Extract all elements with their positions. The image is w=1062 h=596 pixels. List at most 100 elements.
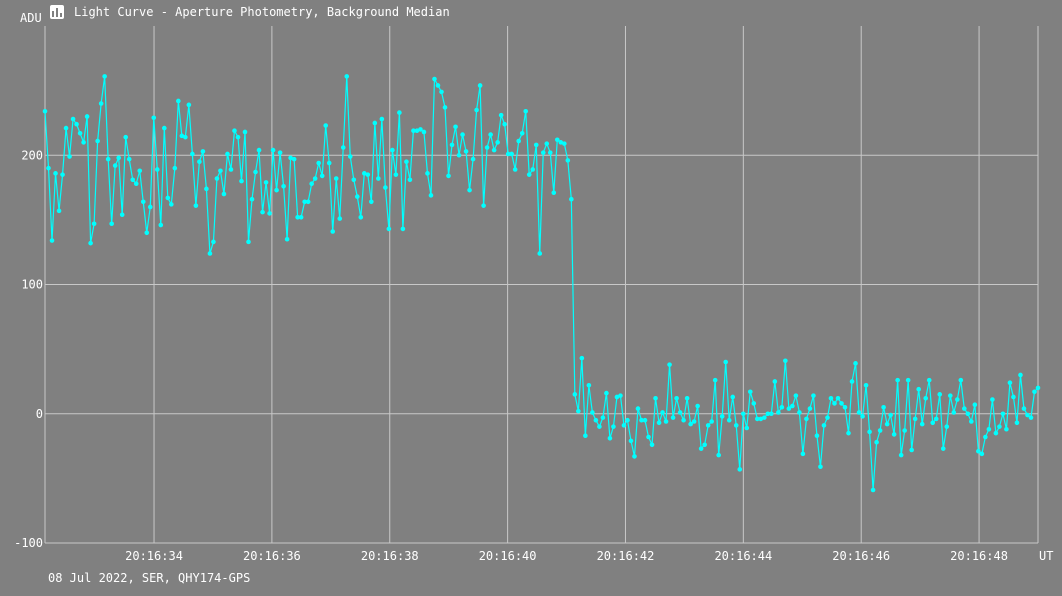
data-point: [326, 160, 332, 166]
data-point: [898, 452, 904, 458]
data-point: [98, 101, 104, 106]
data-point: [235, 134, 241, 140]
data-point: [674, 395, 679, 401]
data-point: [176, 98, 181, 104]
data-point: [821, 423, 827, 428]
data-point: [628, 438, 634, 444]
data-point: [835, 395, 841, 401]
data-point: [95, 138, 100, 144]
data-point: [870, 487, 876, 493]
data-point: [965, 411, 971, 417]
data-point: [783, 358, 788, 364]
data-point: [881, 404, 886, 410]
data-point: [937, 392, 943, 397]
data-point: [916, 386, 921, 392]
data-point: [902, 428, 907, 433]
data-point: [933, 416, 939, 422]
data-point: [656, 420, 662, 426]
y-tick-label: 100: [21, 278, 43, 292]
data-point: [344, 74, 350, 79]
data-point: [660, 410, 665, 415]
x-axis-unit-label: UT: [1039, 549, 1054, 563]
data-point: [133, 181, 139, 186]
data-point: [277, 150, 283, 155]
data-point: [860, 414, 865, 419]
data-point: [877, 428, 883, 433]
data-point: [698, 446, 704, 451]
data-point: [607, 436, 613, 441]
data-point: [319, 173, 325, 179]
data-point: [91, 221, 97, 227]
data-point: [962, 406, 967, 411]
data-point: [200, 149, 206, 154]
data-point: [309, 181, 314, 186]
data-point: [284, 236, 290, 242]
data-point: [1035, 385, 1041, 391]
data-point: [407, 177, 413, 183]
data-point: [46, 165, 51, 171]
data-point: [204, 186, 209, 192]
data-point: [172, 165, 178, 171]
data-point: [684, 395, 690, 401]
x-tick-label: 20:16:42: [597, 549, 655, 563]
data-point: [474, 107, 479, 113]
data-point: [302, 199, 307, 205]
series-layer: [42, 74, 1041, 493]
data-point: [340, 145, 346, 150]
data-point: [979, 451, 985, 457]
data-point: [670, 415, 676, 420]
data-point: [579, 355, 585, 361]
data-point: [554, 137, 560, 143]
data-point: [253, 169, 258, 175]
data-point: [751, 401, 757, 406]
data-point: [369, 199, 374, 205]
data-point: [632, 454, 637, 459]
data-point: [432, 76, 437, 82]
data-point: [737, 467, 743, 472]
data-point: [207, 251, 213, 256]
data-point: [274, 187, 279, 193]
data-point: [888, 412, 893, 418]
data-point: [519, 130, 525, 136]
data-point: [505, 151, 511, 157]
data-point: [867, 429, 872, 435]
data-point: [744, 425, 750, 431]
data-point: [295, 214, 300, 220]
data-point: [986, 426, 992, 432]
data-point: [1018, 372, 1023, 378]
data-point: [593, 417, 599, 423]
data-point: [151, 115, 157, 121]
data-point: [488, 132, 493, 137]
data-point: [688, 421, 693, 427]
data-point: [456, 152, 462, 158]
y-tick-label: 0: [36, 407, 43, 421]
y-axis-unit-label: ADU: [20, 11, 42, 25]
data-point: [930, 420, 936, 426]
data-point: [397, 110, 402, 115]
data-point: [604, 390, 609, 396]
data-point: [495, 140, 500, 145]
data-point: [186, 102, 192, 108]
data-point: [997, 424, 1002, 429]
data-point: [337, 216, 343, 221]
data-point: [400, 226, 406, 232]
data-point: [333, 176, 339, 181]
data-point: [712, 377, 718, 383]
data-point: [288, 155, 293, 161]
data-point: [439, 89, 444, 95]
data-point: [60, 172, 65, 177]
data-point: [249, 196, 255, 202]
data-point: [512, 167, 518, 172]
data-point: [435, 83, 441, 88]
data-point: [1007, 380, 1013, 386]
data-point: [642, 417, 648, 423]
data-point: [653, 395, 658, 401]
data-point: [67, 154, 72, 159]
data-point: [1032, 389, 1037, 395]
data-point: [540, 150, 546, 155]
data-point: [905, 377, 911, 383]
data-point: [705, 423, 711, 428]
data-point: [225, 151, 230, 157]
